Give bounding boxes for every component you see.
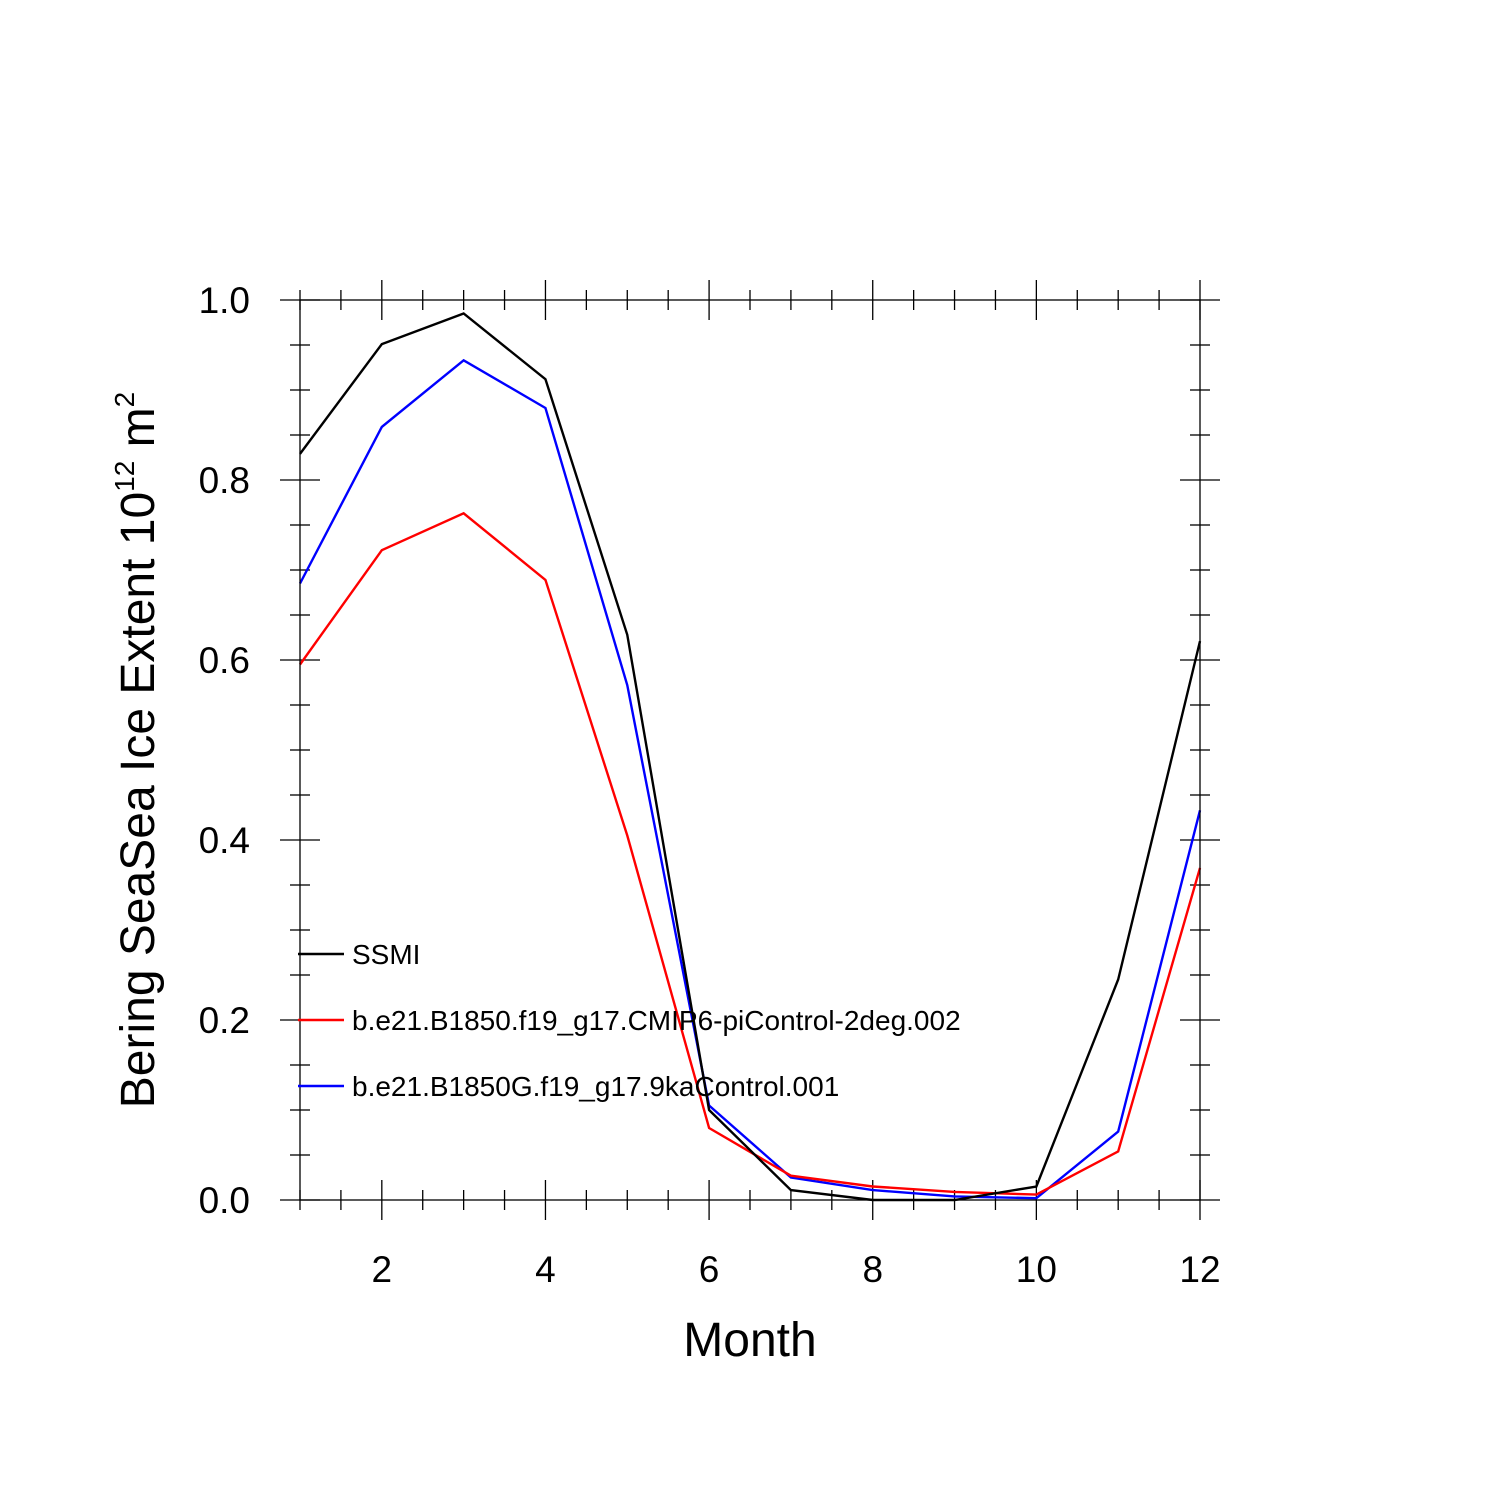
y-tick-label: 0.6 [199,640,250,681]
legend-label: b.e21.B1850G.f19_g17.9kaControl.001 [352,1071,839,1102]
legend: SSMI b.e21.B1850.f19_g17.CMIP6-piControl-… [298,939,961,1102]
x-tick-label: 6 [699,1249,720,1290]
y-tick-label: 0.4 [199,820,250,861]
x-tick-label: 2 [372,1249,393,1290]
x-tick-label: 8 [862,1249,883,1290]
tick-labels: 2 4 6 8 10 12 0.0 0.2 0.4 0.6 0.8 1.0 [199,280,1221,1290]
y-axis-title-main: Bering SeaSea Ice Extent 10 [112,492,165,1108]
plot-frame [299,299,1201,1201]
y-tick-label: 0.0 [199,1180,250,1221]
y-axis-title: Bering SeaSea Ice Extent 1012 m2 [109,392,165,1108]
y-axis-title-unit: m [112,407,165,460]
y-axis-title-exponent: 12 [109,461,140,492]
x-axis-title: Month [683,1314,816,1367]
x-tick-label: 4 [535,1249,556,1290]
y-axis-title-unit-exponent: 2 [109,392,140,408]
series-line-1 [299,312,1202,1202]
legend-label: b.e21.B1850.f19_g17.CMIP6-piControl-2deg… [352,1005,961,1036]
legend-label: SSMI [352,939,420,970]
y-tick-label: 1.0 [199,280,250,321]
series-line-2 [299,511,1202,1196]
series-lines [298,312,1202,1202]
x-tick-label: 12 [1179,1249,1220,1290]
axis-ticks [280,280,1220,1220]
x-tick-label: 10 [1016,1249,1057,1290]
y-tick-label: 0.8 [199,460,250,501]
y-tick-label: 0.2 [199,1000,250,1041]
